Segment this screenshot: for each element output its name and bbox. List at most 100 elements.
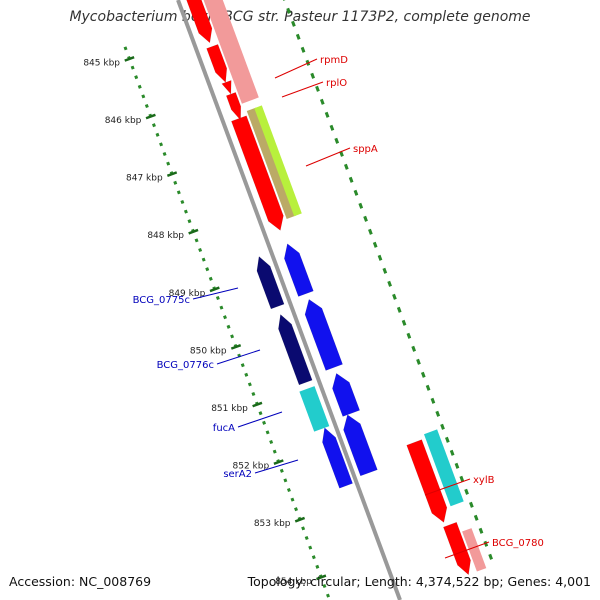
ruler-minor-tick	[208, 276, 213, 281]
track-dash	[286, 7, 291, 14]
ruler-label: 847 kbp	[126, 174, 163, 184]
track-dash	[363, 215, 368, 222]
ruler-minor-tick	[159, 142, 164, 147]
ruler-minor-tick	[141, 94, 146, 99]
ruler-major-tick	[166, 171, 178, 178]
gene-arrow-rplO	[225, 92, 242, 121]
ruler-minor-tick	[173, 180, 178, 185]
gene-band-BCG_0780	[462, 528, 487, 572]
track-dash	[483, 540, 489, 547]
ruler-minor-tick	[205, 267, 210, 272]
genome-summary-text: Topology: circular; Length: 4,374,522 bp…	[247, 574, 591, 589]
track-dash	[324, 111, 330, 118]
ruler-minor-tick	[151, 123, 156, 128]
ruler-label: 853 kbp	[254, 519, 291, 529]
ruler-minor-tick	[223, 315, 227, 320]
ruler-minor-tick	[166, 161, 171, 166]
track-dash	[353, 189, 359, 196]
ruler-major-tick	[209, 286, 220, 293]
track-dash	[416, 358, 421, 365]
track-dash	[411, 345, 417, 352]
ruler-minor-tick	[155, 132, 160, 137]
gene-leader-line	[281, 81, 324, 98]
track-dash	[291, 20, 296, 27]
track-dash	[459, 475, 465, 482]
gene-arrow-BCG_0775c	[284, 243, 314, 297]
gene-leader-line	[424, 478, 471, 496]
ruler-minor-tick	[194, 238, 199, 243]
gene-leader-line	[444, 541, 490, 559]
gene-arrow-BCG_0776c	[304, 298, 343, 371]
ruler-major-tick	[188, 228, 199, 235]
gene-arrow-xylB	[406, 439, 448, 523]
gene-band-sppA-lime	[254, 105, 302, 217]
ruler-label: 854 kbp	[275, 577, 312, 587]
ruler-minor-tick	[244, 372, 249, 377]
track-dash	[454, 462, 460, 469]
ruler-label: 852 kbp	[233, 462, 270, 472]
ruler-label: 845 kbp	[83, 58, 120, 68]
gene-leader-line	[305, 147, 351, 167]
ruler-minor-tick	[265, 430, 270, 435]
gene-leader-line	[237, 411, 283, 428]
ruler-minor-tick	[137, 84, 142, 89]
gene-label-BCG_0780: BCG_0780	[492, 538, 544, 549]
track-dash	[344, 163, 349, 170]
gene-label-BCG_0776c: BCG_0776c	[157, 360, 214, 371]
ruler-minor-tick	[226, 324, 231, 329]
accession-text: Accession: NC_008769	[9, 574, 152, 589]
track-dash	[295, 33, 301, 40]
ruler-minor-tick	[247, 382, 252, 387]
ruler-minor-tick	[230, 334, 235, 339]
track-dash	[464, 488, 469, 495]
ruler-minor-tick	[219, 305, 224, 310]
gene-arrow-BCG_0780	[443, 521, 471, 576]
track-dash	[445, 436, 450, 443]
gene-arrow-rplO-small	[221, 80, 232, 95]
ruler-minor-tick	[272, 449, 277, 454]
track-dash	[440, 423, 445, 430]
ruler-minor-tick	[301, 526, 306, 531]
gene-arrow-rpmD-red	[186, 0, 213, 44]
track-dash	[348, 176, 354, 183]
gene-arrow-sppA-red	[231, 115, 284, 231]
gene-leader-line	[274, 58, 318, 79]
gene-arrow-serA2-a	[322, 427, 353, 489]
ruler-label: 848 kbp	[147, 231, 184, 241]
ruler-minor-tick	[279, 468, 284, 473]
track-dash	[401, 319, 407, 326]
ruler-minor-tick	[130, 65, 135, 70]
gene-label-sppA: sppA	[353, 144, 378, 155]
track-dash	[300, 46, 306, 53]
ruler-minor-tick	[215, 295, 220, 301]
gene-label-serA2: serA2	[223, 469, 252, 480]
track-dash	[473, 514, 479, 521]
ruler-label: 850 kbp	[190, 346, 227, 356]
ruler-label: 849 kbp	[169, 289, 206, 299]
gene-label-rplO: rplO	[326, 78, 347, 89]
track-dash	[372, 241, 378, 248]
track-dash	[469, 501, 474, 508]
gene-band-sppA-olive	[246, 107, 297, 219]
gene-leader-line	[192, 287, 239, 300]
track-dash	[420, 371, 426, 378]
ruler-minor-tick	[322, 583, 327, 589]
ruler-minor-tick	[201, 257, 206, 262]
gene-band-rpmD	[203, 0, 259, 104]
ruler-label: 851 kbp	[211, 404, 248, 414]
ruler-minor-tick	[240, 363, 245, 368]
gene-leader-line	[216, 349, 261, 365]
gene-leader-line	[254, 459, 299, 474]
ruler-minor-tick	[198, 247, 203, 253]
track-dash	[430, 397, 436, 404]
ruler-minor-tick	[162, 151, 167, 157]
gene-label-rpmD: rpmD	[320, 55, 348, 66]
track-dash	[310, 72, 316, 79]
ruler-major-tick	[145, 113, 156, 120]
ruler-minor-tick	[176, 190, 181, 195]
ruler-label: 846 kbp	[105, 116, 142, 126]
ruler-major-tick	[230, 343, 242, 350]
ruler-minor-tick	[294, 507, 298, 512]
ruler-minor-tick	[144, 103, 149, 109]
